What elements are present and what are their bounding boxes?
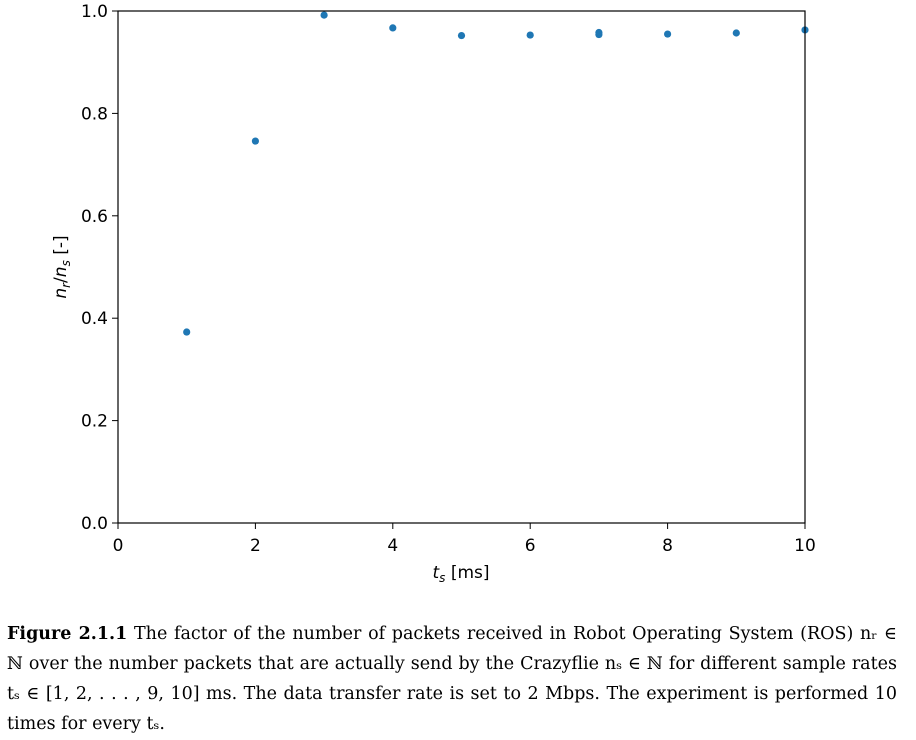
data-point <box>389 24 397 32</box>
x-tick-label: 8 <box>662 536 673 556</box>
data-point <box>320 11 328 19</box>
data-point <box>183 328 191 336</box>
data-point <box>526 31 534 39</box>
data-point <box>457 31 466 40</box>
y-tick-label: 0.4 <box>81 309 108 329</box>
y-tick-label: 1.0 <box>81 2 108 22</box>
data-point <box>664 30 672 38</box>
data-point <box>251 137 259 145</box>
figure-caption: Figure 2.1.1 The factor of the number of… <box>7 619 897 739</box>
data-point <box>732 29 740 37</box>
y-tick-label: 0.6 <box>81 207 108 227</box>
data-point <box>595 28 603 37</box>
x-tick-label: 6 <box>525 536 536 556</box>
y-tick-label: 0.8 <box>81 104 108 124</box>
y-tick-label: 0.0 <box>81 514 108 534</box>
y-axis-label: nr/ns [-] <box>51 235 73 298</box>
x-tick-label: 0 <box>113 536 124 556</box>
x-tick-label: 2 <box>250 536 261 556</box>
plot-frame <box>117 10 806 524</box>
scatter-chart: 0 2 4 6 8 10 0.0 0.2 0.4 0.6 0.8 1.0 ts [ms] nr/ns… <box>51 2 816 585</box>
x-tick-label: 10 <box>794 536 816 556</box>
x-axis-label: ts [ms] <box>432 563 489 585</box>
x-tick-label: 4 <box>387 536 398 556</box>
caption-text: The factor of the number of packets rece… <box>7 624 897 734</box>
y-tick-label: 0.2 <box>81 412 108 432</box>
caption-label: Figure 2.1.1 <box>7 624 128 644</box>
